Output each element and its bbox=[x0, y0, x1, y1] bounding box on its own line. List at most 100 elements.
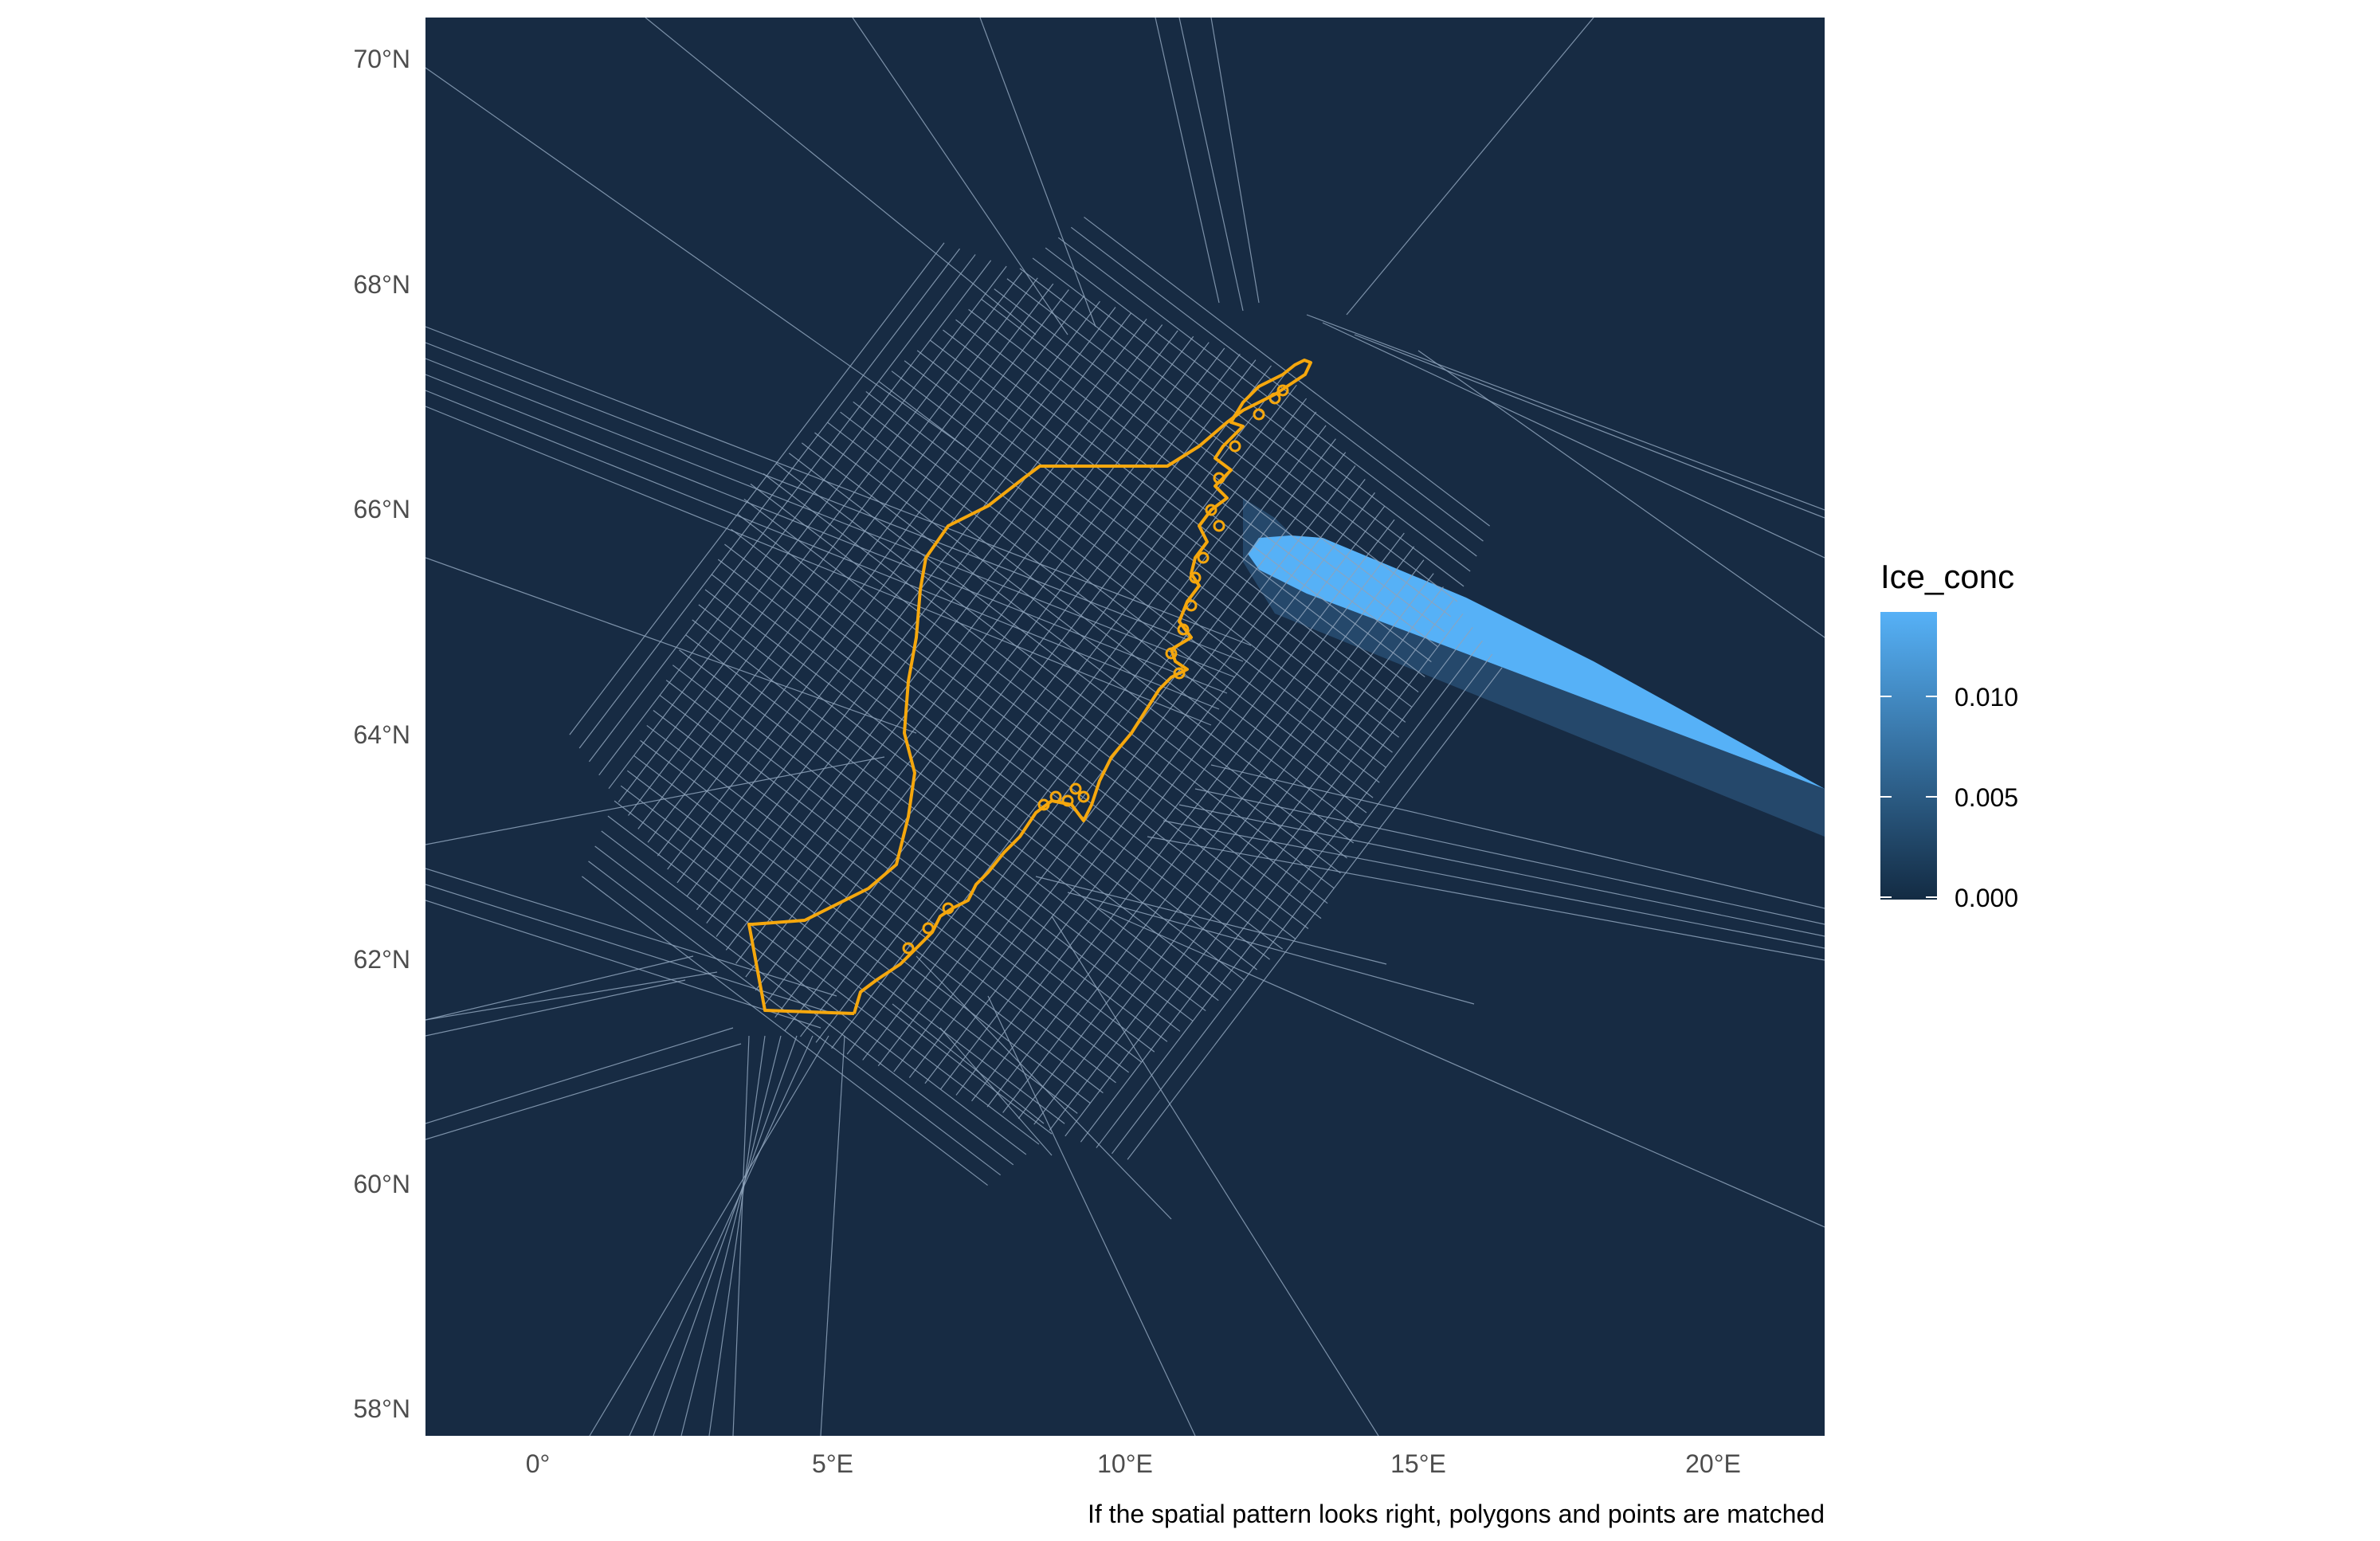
coastal-islands bbox=[902, 384, 1289, 955]
island-outline bbox=[902, 942, 915, 955]
mesh-line bbox=[708, 1035, 766, 1436]
island-outline bbox=[1061, 794, 1074, 807]
mesh-line bbox=[1178, 804, 1825, 937]
legend-title: Ice_conc bbox=[1880, 558, 2014, 595]
mesh-line bbox=[582, 876, 988, 1186]
mesh-line bbox=[425, 1043, 742, 1140]
mesh-line bbox=[704, 589, 1232, 991]
island-outline bbox=[1165, 647, 1178, 660]
legend-ticks bbox=[1880, 696, 1937, 898]
island-outline bbox=[1049, 790, 1062, 803]
island-outline bbox=[1213, 520, 1225, 532]
mesh-line bbox=[1032, 257, 1464, 587]
mesh-line bbox=[425, 868, 837, 997]
mesh-line bbox=[891, 371, 1393, 753]
island-outline bbox=[1177, 623, 1190, 636]
mesh-line bbox=[1155, 18, 1220, 304]
mesh-line bbox=[425, 406, 1212, 726]
island-outline bbox=[1268, 392, 1281, 405]
mesh-line bbox=[1070, 226, 1484, 542]
island-outline bbox=[1197, 551, 1210, 564]
mesh-line bbox=[653, 1035, 798, 1436]
mesh-line bbox=[425, 900, 821, 1029]
mesh-line bbox=[916, 955, 1172, 1220]
mesh-line bbox=[943, 329, 1419, 692]
mesh-line bbox=[614, 800, 1053, 1135]
mesh-line bbox=[589, 1035, 829, 1436]
mesh-line bbox=[1417, 350, 1825, 638]
mesh-line bbox=[425, 67, 965, 447]
y-tick-label: 62°N bbox=[354, 945, 411, 974]
mesh-line bbox=[425, 756, 885, 845]
mesh-line bbox=[731, 528, 1284, 950]
y-axis: 70°N 68°N 66°N 64°N 62°N 60°N 58°N bbox=[354, 45, 411, 1423]
mesh-line bbox=[629, 1035, 814, 1436]
y-tick-label: 66°N bbox=[354, 495, 411, 523]
island-outline bbox=[1205, 504, 1217, 516]
mesh-line bbox=[633, 755, 1091, 1104]
mesh-line bbox=[724, 543, 1271, 960]
x-tick-label: 15°E bbox=[1390, 1449, 1446, 1478]
mesh-line bbox=[425, 342, 1244, 662]
mesh-line bbox=[827, 422, 1361, 829]
island-outline bbox=[1229, 440, 1241, 453]
mesh-line bbox=[763, 473, 1328, 904]
mesh-line bbox=[1210, 18, 1260, 304]
mesh-line bbox=[425, 374, 1228, 694]
mesh-line bbox=[588, 861, 1002, 1176]
island-outline bbox=[1185, 599, 1198, 612]
mesh-line bbox=[646, 724, 1116, 1084]
island-outline bbox=[1069, 782, 1082, 795]
legend-tick-label: 0.000 bbox=[1955, 884, 2018, 912]
island-outline bbox=[1077, 790, 1090, 803]
x-tick-label: 5°E bbox=[812, 1449, 853, 1478]
x-tick-label: 20°E bbox=[1685, 1449, 1741, 1478]
island-outline bbox=[942, 902, 955, 915]
mesh-line bbox=[425, 979, 686, 1037]
mesh-line bbox=[968, 308, 1432, 663]
island-outline bbox=[1213, 472, 1225, 484]
mesh-line bbox=[1067, 892, 1475, 1005]
mesh-line bbox=[939, 1027, 1053, 1156]
mesh-line bbox=[981, 299, 1438, 648]
mesh-line bbox=[653, 710, 1129, 1073]
mesh-line bbox=[425, 390, 1220, 710]
mesh-line bbox=[1051, 916, 1379, 1436]
x-axis: 0° 5°E 10°E 15°E 20°E bbox=[526, 1449, 1741, 1478]
mesh-line bbox=[732, 1035, 750, 1436]
mesh-line bbox=[626, 770, 1078, 1114]
coastline-outline bbox=[747, 359, 1312, 1015]
mesh-line bbox=[750, 483, 1322, 920]
mesh-line bbox=[865, 390, 1380, 783]
mesh-line bbox=[620, 785, 1065, 1124]
island-outline bbox=[1276, 384, 1289, 397]
island-outline bbox=[1253, 408, 1265, 421]
mesh-line bbox=[904, 360, 1400, 738]
plot-caption: If the spatial pattern looks right, poly… bbox=[1088, 1500, 1825, 1528]
mesh-line bbox=[425, 1027, 734, 1124]
mesh-line bbox=[892, 1003, 1045, 1124]
island-outline bbox=[1189, 571, 1202, 584]
mesh-line bbox=[955, 319, 1425, 678]
mesh-line bbox=[645, 18, 1037, 335]
y-tick-label: 64°N bbox=[354, 720, 411, 749]
mesh-line bbox=[672, 665, 1168, 1042]
legend-tick-label: 0.010 bbox=[1955, 683, 2018, 712]
mesh-line bbox=[692, 619, 1206, 1012]
y-tick-label: 58°N bbox=[354, 1394, 411, 1423]
mesh-line bbox=[1178, 18, 1244, 312]
mesh-line bbox=[711, 574, 1245, 981]
mesh-line bbox=[1147, 836, 1825, 961]
legend-colorbar bbox=[1880, 612, 1937, 900]
ice-polygon-high bbox=[1248, 535, 1825, 789]
legend: Ice_conc 0.010 0.005 0.000 bbox=[1880, 558, 2018, 912]
mesh-line bbox=[929, 339, 1413, 708]
mesh-line bbox=[425, 955, 694, 1021]
mesh-line bbox=[1006, 278, 1452, 618]
mesh-line bbox=[1099, 908, 1825, 1228]
mesh-line bbox=[820, 1035, 845, 1436]
y-tick-label: 68°N bbox=[354, 270, 411, 299]
mesh-line bbox=[853, 401, 1374, 798]
island-outline bbox=[922, 922, 935, 935]
mesh-line bbox=[680, 1035, 782, 1436]
